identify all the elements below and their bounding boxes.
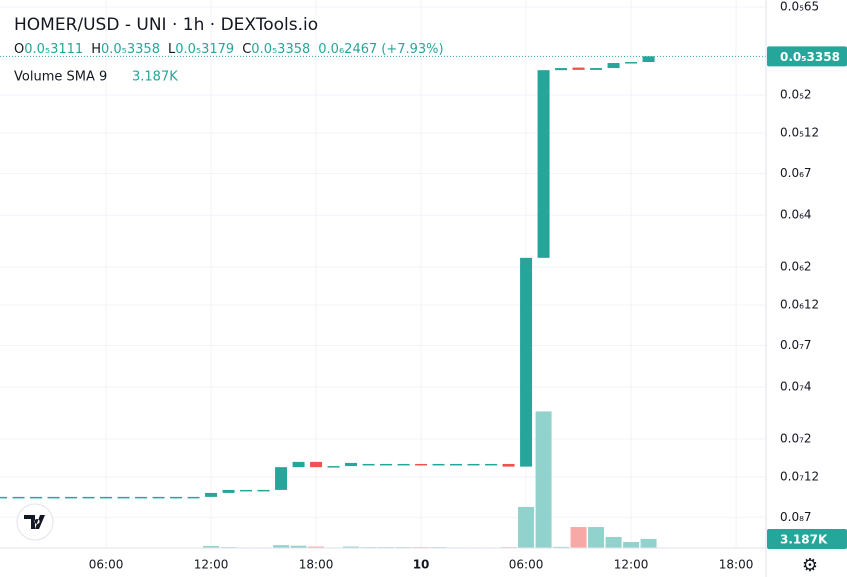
candle-body — [520, 257, 533, 467]
volume-bar — [343, 546, 360, 548]
axes: 0.0₅65 0.0₅2 0.0₅12 0.0₆7 0.0₆4 0.0₆2 0.0₆12 0.… — [89, 0, 847, 572]
x-tick-label: 12:00 — [194, 558, 229, 572]
ohlc-value: 0.0₅3111 — [24, 42, 83, 57]
y-tick-label: 0.0₇2 — [780, 431, 812, 445]
y-tick-label: 0.0₅2 — [780, 88, 812, 102]
y-tick-label: 0.0₈7 — [780, 510, 812, 524]
x-tick-label: 06:00 — [509, 558, 544, 572]
ohlc-value: 0.0₅3358 — [251, 42, 310, 57]
candle-body — [170, 496, 183, 499]
volume-bar — [623, 542, 640, 548]
candle-body — [47, 496, 60, 499]
candle-body — [362, 463, 375, 466]
y-tick-label: 0.0₆12 — [780, 298, 819, 312]
candle-body — [397, 463, 410, 466]
candle-body — [642, 56, 655, 63]
candle-body — [205, 492, 218, 497]
candle-body — [555, 68, 568, 71]
volume-bar — [588, 527, 605, 548]
volume-bar — [518, 506, 535, 548]
volume-sma-box — [767, 528, 847, 549]
change-value: 0.0₆2467 — [318, 42, 377, 57]
grid — [0, 0, 766, 548]
candle-body — [310, 461, 323, 468]
x-tick-label: 18:00 — [299, 558, 334, 572]
last-price-box — [767, 46, 847, 67]
candle-body — [82, 496, 95, 499]
candle-body — [0, 496, 8, 499]
volume-legend-value: 3.187K — [132, 70, 178, 85]
settings-icon[interactable]: ⚙ — [802, 555, 818, 576]
last-price-label: 0.0₅3358 — [780, 50, 840, 64]
candle-body — [117, 496, 130, 499]
candle-body — [345, 462, 358, 467]
change-percent: (+7.93%) — [381, 42, 443, 57]
x-tick-label: 10 — [413, 558, 430, 572]
candle-body — [240, 489, 253, 492]
y-tick-label: 0.0₇4 — [780, 380, 812, 394]
candle-body — [450, 463, 463, 466]
candle-body — [292, 461, 305, 468]
candle-body — [135, 496, 148, 499]
candle-body — [187, 496, 200, 499]
y-tick-label: 0.0₅12 — [780, 126, 819, 140]
y-tick-label: 0.0₇7 — [780, 338, 812, 352]
volume-bar — [570, 527, 587, 548]
y-tick-label: 0.0₇12 — [780, 470, 819, 484]
candle-body — [30, 496, 43, 499]
ohlc-value: 0.0₅3358 — [101, 42, 160, 57]
tv-logo — [16, 503, 54, 541]
candle-body — [275, 467, 288, 490]
candle-body — [12, 496, 25, 499]
volume-bar — [308, 546, 325, 548]
ohlc-key: O — [14, 42, 24, 57]
candle-body — [432, 463, 445, 466]
ohlc-key: L — [168, 42, 176, 57]
y-tick-label: 0.0₆7 — [780, 166, 812, 180]
chart-title: HOMER/USD - UNI · 1h · DEXTools.io — [14, 15, 318, 35]
ohlc-key: C — [242, 42, 251, 57]
ohlc-legend: O0.0₅3111 H0.0₅3358 L0.0₅3179 C0.0₅3358 0.0₆… — [14, 42, 444, 57]
candle-body — [100, 496, 113, 499]
candle-body — [222, 489, 235, 493]
candle-body — [625, 62, 638, 64]
volume-sma-label: 3.187K — [780, 532, 828, 546]
candle-body — [257, 489, 270, 492]
volume-bar — [535, 411, 552, 548]
x-tick-label: 18:00 — [719, 558, 754, 572]
candle-body — [502, 463, 515, 467]
volume-bar — [605, 536, 622, 548]
x-tick-label: 06:00 — [89, 558, 124, 572]
candle-body — [380, 463, 393, 466]
ohlc-key: H — [91, 42, 101, 57]
volume-bar — [640, 538, 657, 548]
y-tick-label: 0.0₆4 — [780, 208, 812, 222]
ohlc-value: 0.0₅3179 — [175, 42, 234, 57]
volume-bar — [553, 546, 570, 548]
candle-body — [607, 63, 620, 69]
candle-body — [485, 463, 498, 466]
candle-body — [590, 68, 603, 70]
candle-body — [467, 463, 480, 466]
volume-bar — [203, 546, 220, 548]
x-tick-label: 12:00 — [614, 558, 649, 572]
y-tick-label: 0.0₅65 — [780, 0, 819, 14]
candle-body — [65, 496, 78, 499]
volume-bar — [273, 545, 290, 548]
y-tick-label: 0.0₆2 — [780, 259, 812, 273]
candle-body — [572, 67, 585, 70]
candle-body — [415, 463, 428, 466]
candle-body — [152, 496, 165, 499]
volume-bar — [290, 545, 307, 548]
candle-body — [327, 466, 340, 468]
volume-legend: Volume SMA 9 — [14, 70, 107, 85]
candle-body — [537, 70, 550, 258]
